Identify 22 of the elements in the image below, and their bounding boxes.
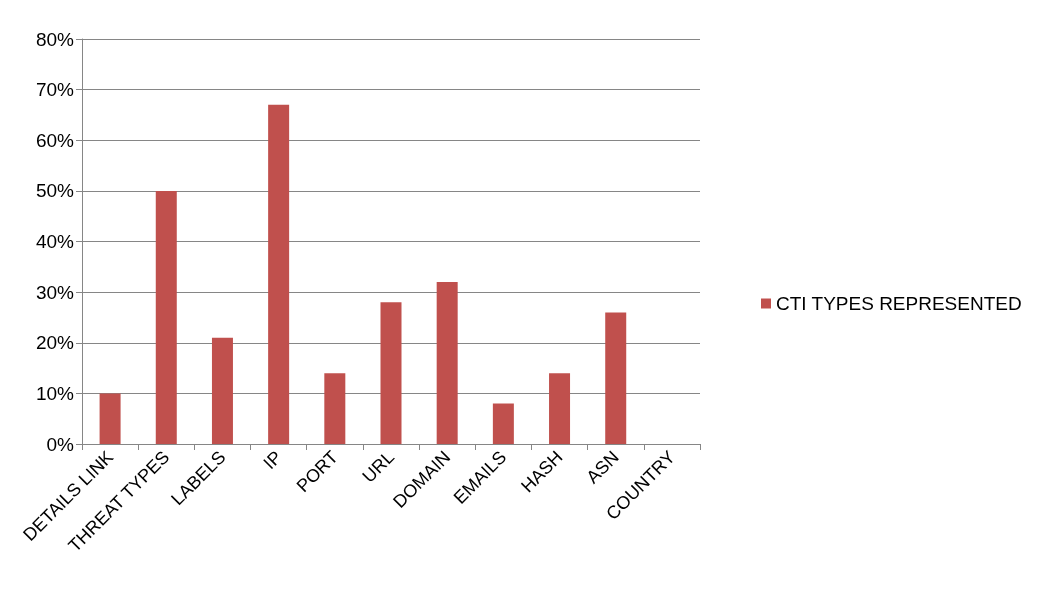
bar	[211, 337, 233, 444]
bar	[155, 190, 177, 444]
bar	[380, 302, 402, 444]
bar	[549, 373, 571, 444]
bar	[99, 393, 121, 444]
y-tick-label: 40%	[35, 231, 75, 252]
x-tick-label: IP	[259, 446, 286, 474]
y-tick-label: 30%	[35, 281, 75, 303]
y-tick-label: 60%	[35, 129, 75, 151]
bar	[324, 373, 346, 444]
y-tick-label: 0%	[46, 433, 75, 455]
y-tick-label: 20%	[35, 332, 75, 354]
bar	[605, 312, 627, 444]
y-tick-label: 50%	[35, 180, 75, 202]
y-tick-label: 70%	[35, 79, 75, 101]
x-tick-label: URL	[358, 446, 399, 487]
legend-label: CTI TYPES REPRESENTED	[776, 293, 1022, 314]
bar	[492, 403, 514, 444]
bar	[268, 104, 290, 444]
bar	[436, 282, 458, 444]
y-tick-label: 10%	[35, 382, 75, 404]
y-tick-label: 80%	[35, 28, 75, 50]
